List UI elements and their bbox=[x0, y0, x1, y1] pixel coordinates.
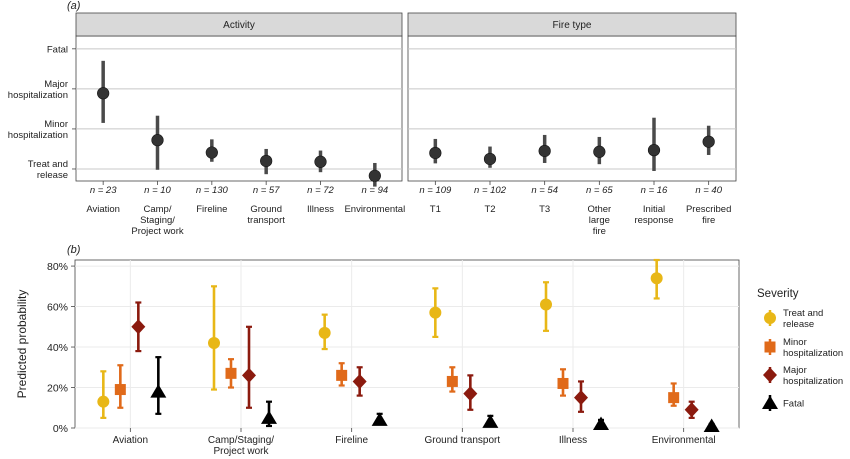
point-triangle bbox=[593, 416, 609, 430]
point-triangle bbox=[703, 418, 720, 432]
x-tick-label: T2 bbox=[484, 204, 495, 215]
point-diamond bbox=[352, 373, 367, 389]
panel-a-facet-0 bbox=[75, 35, 403, 182]
y-tick-label: Fatal bbox=[47, 44, 68, 55]
x-tick-label: Other large fire bbox=[587, 204, 611, 237]
legend-label: Minor hospitalization bbox=[783, 337, 843, 359]
legend-key-diamond bbox=[763, 367, 777, 383]
point-diamond bbox=[574, 390, 588, 406]
sample-size-label: n = 72 bbox=[307, 185, 334, 196]
sample-size-label: n = 54 bbox=[531, 185, 558, 196]
panel-label-a: (a) bbox=[67, 0, 81, 12]
panel-a-facet-1 bbox=[407, 35, 737, 182]
legend-label: Major hospitalization bbox=[783, 365, 843, 387]
y-axis-title: Predicted probability bbox=[15, 290, 29, 399]
point-circle bbox=[650, 272, 663, 285]
x-tick-label: Ground transport bbox=[247, 204, 285, 226]
y-tick-label: 40% bbox=[47, 342, 68, 354]
x-tick-label: Fireline bbox=[196, 204, 227, 215]
sample-size-label: n = 23 bbox=[90, 185, 117, 196]
point-triangle bbox=[371, 412, 388, 426]
x-tick-label: Fireline bbox=[335, 435, 368, 446]
point-triangle bbox=[261, 410, 277, 424]
point-square bbox=[336, 369, 348, 381]
point-mean bbox=[702, 135, 715, 148]
point-square bbox=[114, 384, 126, 396]
point-triangle bbox=[150, 384, 167, 398]
legend-label: Fatal bbox=[783, 399, 804, 410]
point-mean bbox=[647, 144, 661, 157]
sample-size-label: n = 130 bbox=[196, 185, 229, 196]
legend-key-circle bbox=[764, 312, 776, 324]
sample-size-label: n = 10 bbox=[144, 185, 171, 196]
point-mean bbox=[483, 152, 497, 166]
y-tick-label: 20% bbox=[47, 383, 68, 395]
legend-key-triangle bbox=[762, 395, 778, 409]
y-tick-label: 80% bbox=[47, 261, 68, 273]
point-diamond bbox=[463, 386, 478, 402]
point-diamond bbox=[684, 402, 699, 418]
point-mean bbox=[538, 144, 551, 158]
sample-size-label: n = 109 bbox=[419, 185, 452, 196]
x-tick-label: Aviation bbox=[86, 204, 120, 215]
point-mean bbox=[593, 145, 606, 158]
x-tick-label: T1 bbox=[430, 204, 441, 215]
point-circle bbox=[429, 306, 442, 319]
x-tick-label: Illness bbox=[559, 435, 587, 446]
point-mean bbox=[260, 154, 273, 168]
sample-size-label: n = 65 bbox=[586, 185, 613, 196]
x-tick-label: Initial response bbox=[634, 204, 673, 226]
point-circle bbox=[208, 336, 220, 349]
point-mean bbox=[205, 146, 218, 159]
facet-strip bbox=[75, 12, 403, 37]
x-tick-label: Environmental bbox=[652, 435, 716, 446]
y-tick-label: Minor hospitalization bbox=[8, 119, 68, 141]
sample-size-label: n = 94 bbox=[361, 185, 388, 196]
point-square bbox=[446, 375, 458, 387]
facet-title: Fire type bbox=[553, 20, 592, 31]
facet-strip bbox=[407, 12, 737, 37]
point-square bbox=[557, 377, 569, 389]
y-tick-label: Major hospitalization bbox=[8, 79, 68, 101]
sample-size-label: n = 57 bbox=[253, 185, 280, 196]
point-triangle bbox=[482, 414, 499, 428]
point-mean bbox=[429, 146, 442, 160]
sample-size-label: n = 16 bbox=[641, 185, 668, 196]
sample-size-label: n = 40 bbox=[695, 185, 722, 196]
point-mean bbox=[97, 87, 110, 100]
point-square bbox=[668, 392, 680, 404]
point-square bbox=[225, 367, 237, 379]
x-tick-label: T3 bbox=[539, 204, 550, 215]
y-tick-label: 60% bbox=[47, 302, 68, 314]
y-tick-label: Treat and release bbox=[28, 159, 68, 181]
x-tick-label: Camp/Staging/Project work bbox=[131, 204, 184, 237]
legend-title: Severity bbox=[757, 288, 799, 300]
legend-label: Treat and release bbox=[783, 308, 823, 330]
legend-key-square bbox=[764, 341, 776, 353]
x-tick-label: Ground transport bbox=[425, 435, 501, 446]
point-circle bbox=[540, 298, 552, 311]
y-tick-label: 0% bbox=[53, 423, 68, 435]
point-mean bbox=[151, 134, 164, 147]
x-tick-label: Illness bbox=[307, 204, 334, 215]
panel-b-plot-area bbox=[74, 259, 740, 429]
point-diamond bbox=[131, 319, 146, 335]
x-tick-label: Aviation bbox=[113, 435, 148, 446]
point-mean bbox=[368, 169, 381, 182]
panel-label-b: (b) bbox=[67, 244, 81, 256]
point-mean bbox=[314, 155, 327, 168]
point-circle bbox=[318, 326, 331, 339]
x-tick-label: Camp/Staging/Project work bbox=[208, 435, 274, 457]
x-tick-label: Prescribed fire bbox=[686, 204, 731, 226]
facet-title: Activity bbox=[223, 20, 255, 31]
point-diamond bbox=[242, 367, 256, 383]
point-circle bbox=[97, 395, 110, 408]
sample-size-label: n = 102 bbox=[474, 185, 507, 196]
x-tick-label: Environmental bbox=[344, 204, 405, 215]
